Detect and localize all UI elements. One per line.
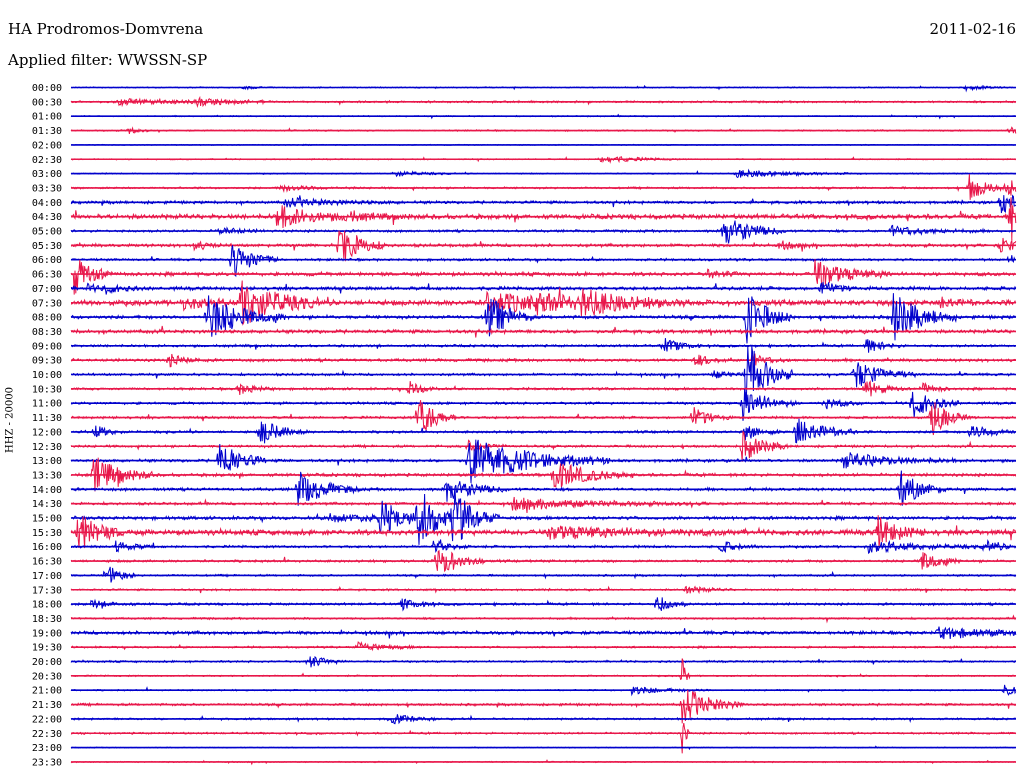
row-time-label: 00:00	[32, 83, 62, 94]
trace-row	[70, 220, 1017, 244]
row-time-label: 21:00	[32, 686, 62, 697]
row-time-label: 14:30	[32, 499, 62, 510]
row-time-label: 17:00	[32, 571, 62, 582]
trace-row	[70, 194, 1017, 214]
row-time-label: 04:00	[32, 198, 62, 209]
row-time-label: 06:00	[32, 255, 62, 266]
row-time-label: 06:30	[32, 270, 62, 281]
row-time-label: 23:00	[32, 743, 62, 754]
row-time-label: 04:30	[32, 212, 62, 223]
row-time-label: 10:00	[32, 370, 62, 381]
trace-row	[70, 197, 1017, 241]
trace-row	[70, 488, 1017, 545]
row-time-label: 11:30	[32, 413, 62, 424]
station-title: HA Prodromos-Domvrena	[8, 20, 204, 38]
row-time-label: 18:00	[32, 600, 62, 611]
row-time-label: 03:00	[32, 169, 62, 180]
row-time-label: 16:00	[32, 542, 62, 553]
row-time-label: 22:30	[32, 729, 62, 740]
row-time-label: 12:00	[32, 427, 62, 438]
trace-row	[70, 723, 1017, 754]
row-time-label: 21:30	[32, 700, 62, 711]
row-time-label: 05:00	[32, 227, 62, 238]
row-time-label: 09:00	[32, 341, 62, 352]
row-time-label: 19:30	[32, 643, 62, 654]
row-time-label: 16:30	[32, 557, 62, 568]
row-time-label: 09:30	[32, 356, 62, 367]
row-time-label: 02:30	[32, 155, 62, 166]
row-time-label: 15:30	[32, 528, 62, 539]
record-date: 2011-02-16	[929, 20, 1016, 38]
row-time-label: 07:00	[32, 284, 62, 295]
row-time-label: 13:30	[32, 470, 62, 481]
row-time-label: 11:00	[32, 399, 62, 410]
row-time-label: 03:30	[32, 183, 62, 194]
trace-row	[70, 418, 1017, 444]
row-time-label: 13:00	[32, 456, 62, 467]
row-time-label: 01:00	[32, 112, 62, 123]
row-time-label: 10:30	[32, 384, 62, 395]
row-time-label: 20:00	[32, 657, 62, 668]
trace-row	[70, 346, 1016, 409]
row-time-label: 07:30	[32, 298, 62, 309]
row-time-label: 12:30	[32, 442, 62, 453]
trace-row	[70, 496, 1016, 514]
row-time-label: 01:30	[32, 126, 62, 137]
row-time-label: 20:30	[32, 671, 62, 682]
trace-row	[70, 174, 1017, 200]
row-time-label: 00:30	[32, 97, 62, 108]
row-time-label: 18:30	[32, 614, 62, 625]
trace-row	[70, 640, 1017, 652]
filter-label: Applied filter: WWSSN-SP	[8, 51, 208, 69]
row-time-label: 14:00	[32, 485, 62, 496]
row-time-label: 08:30	[32, 327, 62, 338]
row-time-label: 17:30	[32, 585, 62, 596]
row-time-label: 02:00	[32, 140, 62, 151]
row-time-label: 19:00	[32, 628, 62, 639]
row-time-label: 05:30	[32, 241, 62, 252]
row-time-label: 23:30	[32, 757, 62, 768]
row-time-label: 15:00	[32, 514, 62, 525]
row-time-label: 08:00	[32, 313, 62, 324]
row-time-label: 22:00	[32, 714, 62, 725]
